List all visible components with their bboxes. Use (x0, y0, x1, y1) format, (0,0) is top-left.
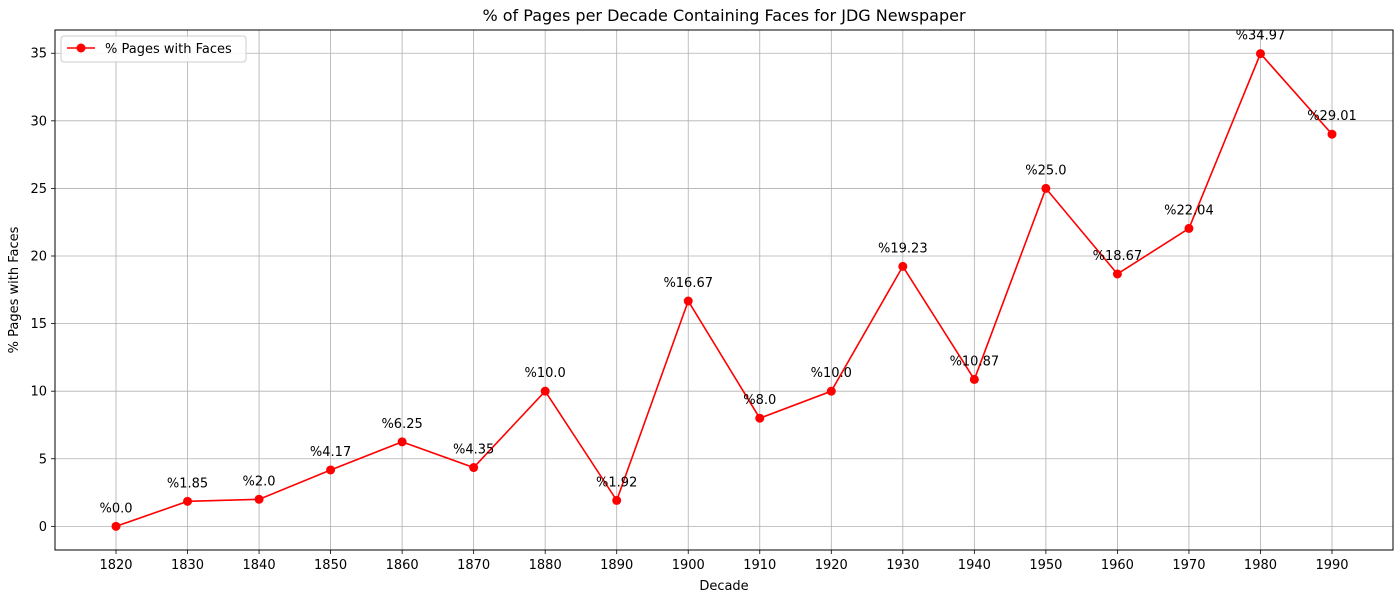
legend-box (60, 35, 247, 63)
data-point (826, 386, 836, 396)
x-tick-label: 1920 (815, 558, 848, 573)
data-label: %2.0 (243, 474, 276, 489)
legend: % Pages with Faces (60, 35, 247, 63)
x-tick-label: 1870 (457, 558, 490, 573)
data-label: %10.0 (525, 366, 566, 381)
data-point (898, 261, 908, 271)
data-label: %4.35 (453, 443, 494, 458)
legend-label: % Pages with Faces (105, 42, 232, 57)
y-tick-label: 10 (30, 385, 47, 400)
data-label: %16.67 (663, 276, 713, 291)
x-tick-label: 1990 (1315, 558, 1348, 573)
data-point (111, 521, 121, 531)
data-label: %0.0 (99, 501, 132, 516)
axis-ticks: 1820 1830 1840 1850 1860 1870 1880 1890 1900 1910… (30, 47, 1348, 573)
chart-title: % of Pages per Decade Containing Faces f… (482, 6, 965, 25)
data-point (969, 374, 979, 384)
x-tick-label: 1940 (958, 558, 991, 573)
data-point (612, 495, 622, 505)
data-point (1184, 223, 1194, 233)
data-point (469, 463, 479, 473)
x-tick-label: 1950 (1029, 558, 1062, 573)
data-point (1041, 183, 1051, 193)
y-tick-label: 0 (39, 520, 47, 535)
data-point (183, 496, 193, 506)
data-point (755, 413, 765, 423)
data-point (397, 437, 407, 447)
x-tick-label: 1830 (171, 558, 204, 573)
x-tick-label: 1840 (243, 558, 276, 573)
x-tick-label: 1980 (1244, 558, 1277, 573)
data-label: %4.17 (310, 445, 351, 460)
data-point (540, 386, 550, 396)
series-line (115, 52, 1333, 528)
data-point (1327, 129, 1337, 139)
x-tick-label: 1930 (886, 558, 919, 573)
data-point (683, 296, 693, 306)
data-labels: %0.0 %1.85 %2.0 %4.17 %6.25 %4.35 %10.0 %1.92 %1… (99, 29, 1356, 517)
legend-marker (76, 43, 86, 53)
data-label: %18.67 (1093, 249, 1143, 264)
x-axis-label: Decade (699, 579, 748, 594)
data-point (254, 494, 264, 504)
data-label: %8.0 (743, 393, 776, 408)
x-tick-label: 1970 (1172, 558, 1205, 573)
y-axis-label: % Pages with Faces (7, 226, 22, 353)
y-tick-label: 35 (30, 47, 47, 62)
data-label: %1.92 (596, 475, 637, 490)
y-tick-label: 20 (30, 250, 47, 265)
x-tick-label: 1850 (314, 558, 347, 573)
x-tick-label: 1910 (743, 558, 776, 573)
data-label: %19.23 (878, 241, 928, 256)
data-label: %25.0 (1025, 163, 1066, 178)
y-tick-label: 30 (30, 114, 47, 129)
data-label: %29.01 (1307, 109, 1357, 124)
data-label: %10.0 (811, 366, 852, 381)
y-tick-label: 5 (39, 452, 47, 467)
series (111, 49, 1337, 531)
data-point (326, 465, 336, 475)
data-point (1255, 49, 1265, 59)
x-tick-label: 1820 (99, 558, 132, 573)
y-tick-label: 15 (30, 317, 47, 332)
data-label: %10.87 (950, 354, 1000, 369)
plot-frame (54, 29, 1394, 551)
x-tick-label: 1890 (600, 558, 633, 573)
data-label: %22.04 (1164, 203, 1214, 218)
grid (55, 30, 1393, 550)
x-tick-label: 1860 (386, 558, 419, 573)
data-label: %6.25 (381, 417, 422, 432)
x-tick-label: 1960 (1101, 558, 1134, 573)
data-label: %34.97 (1236, 29, 1286, 44)
data-label: %1.85 (167, 476, 208, 491)
x-tick-label: 1880 (529, 558, 562, 573)
data-point (1112, 269, 1122, 279)
x-tick-label: 1900 (672, 558, 705, 573)
y-tick-label: 25 (30, 182, 47, 197)
